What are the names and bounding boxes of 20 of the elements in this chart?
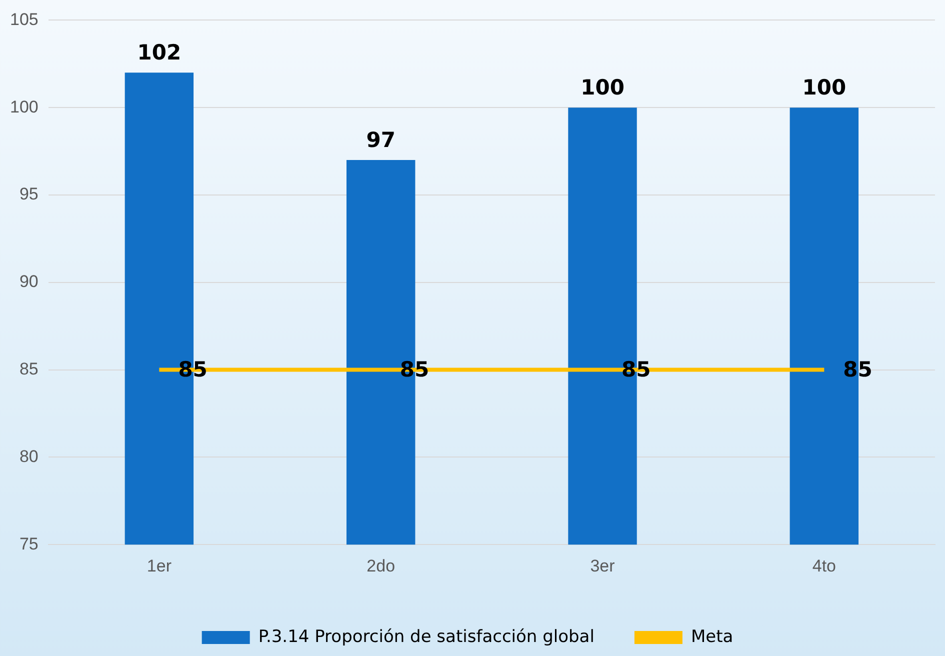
data-label: 100 [580,76,624,100]
y-tick-label: 105 [10,10,38,29]
data-label: 85 [622,357,651,382]
data-label: 97 [366,128,396,152]
y-tick-label: 95 [19,184,38,204]
x-tick-label: 3er [590,556,616,576]
y-tick-label: 80 [19,446,38,466]
legend-label: Meta [690,626,734,647]
y-tick-label: 100 [10,97,38,116]
y-tick-label: 75 [19,534,38,554]
y-tick-label: 90 [19,272,38,292]
data-label: 100 [802,76,846,100]
x-tick-label: 2do [366,556,396,576]
y-tick-label: 85 [19,359,38,378]
data-label: 85 [400,357,430,382]
x-tick-label: 1er [146,556,172,576]
data-label: 102 [137,40,182,65]
legend-label: P.3.14 Proporción de satisfacción global [258,626,594,647]
x-tick-label: 4to [812,556,836,576]
data-label: 85 [178,357,208,382]
